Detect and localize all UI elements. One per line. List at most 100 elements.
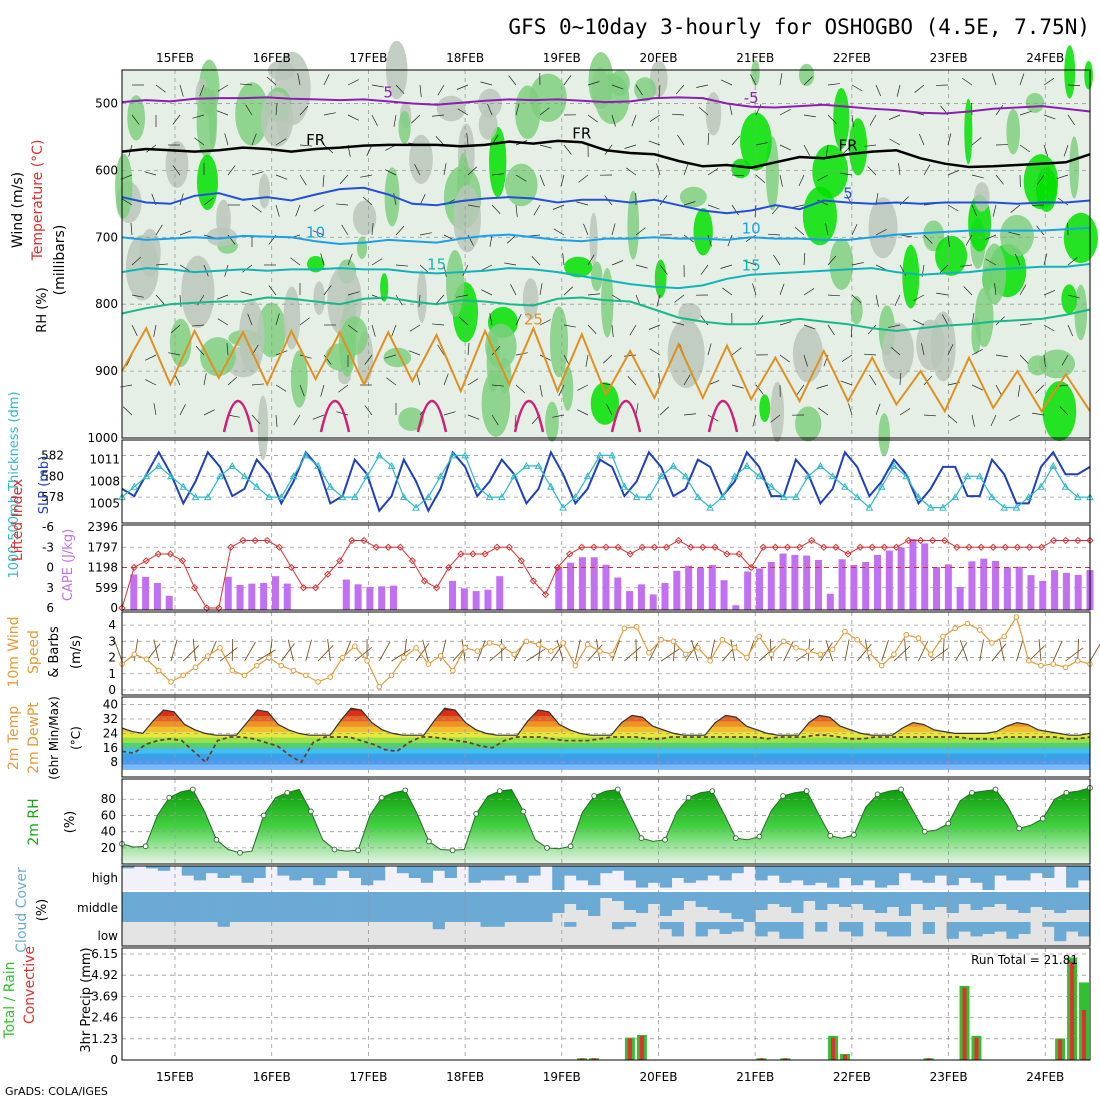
rh-point	[426, 838, 432, 845]
cloud-cell	[492, 866, 505, 881]
lifted-index-point	[420, 577, 429, 585]
wind-barb	[242, 264, 253, 273]
wind-barb-10m	[526, 648, 546, 662]
wind-speed-point	[805, 648, 811, 654]
wind-barb	[275, 204, 280, 217]
wind-speed-point	[597, 648, 603, 654]
rh-shade	[974, 287, 994, 347]
rh-shade	[357, 236, 368, 259]
wind-barb-10m	[930, 647, 949, 662]
precip-convective-bar	[639, 1035, 644, 1060]
wind-speed-point	[327, 674, 334, 680]
cloud-cell	[193, 892, 206, 922]
lifted-index-point	[759, 543, 767, 551]
cloud-cell	[540, 892, 553, 922]
rh-point	[213, 836, 220, 843]
wind-speed-point	[609, 651, 615, 658]
temp-frame	[121, 696, 1091, 778]
cloud-cell	[504, 892, 517, 922]
lifted-index-point	[154, 550, 162, 558]
thickness-point	[730, 472, 739, 480]
wind-barb	[755, 103, 762, 116]
wind-barb	[539, 384, 543, 397]
temp-band	[122, 708, 1090, 711]
lifted-index-point	[880, 543, 888, 551]
wind-barb	[672, 113, 685, 116]
wind-barb	[990, 414, 997, 427]
cape-bar	[732, 605, 740, 610]
cloud-cell	[623, 892, 637, 910]
cloud-cell	[635, 892, 649, 913]
lifted-index-point	[1050, 536, 1058, 545]
wind-barb	[1067, 114, 1076, 126]
wind-barb	[194, 137, 205, 146]
rh-shade	[795, 406, 822, 442]
rh-shade	[589, 212, 598, 265]
wind-barb	[947, 169, 960, 176]
wind-barb-10m	[730, 639, 736, 662]
thickness-point	[694, 493, 702, 501]
wind-barb	[752, 414, 757, 427]
wind-barb	[297, 73, 301, 86]
thickness-point	[853, 493, 862, 501]
wind-barb	[491, 173, 504, 176]
rh-shade	[590, 261, 603, 292]
wind-barb	[818, 407, 829, 416]
rh-shade	[974, 181, 990, 212]
wind-barb	[416, 373, 421, 386]
cloud-cell	[958, 866, 971, 878]
wind-speed-point	[425, 661, 432, 667]
wind-barb	[145, 354, 157, 361]
wind-speed-point	[1074, 658, 1081, 664]
wind-barb	[481, 264, 493, 271]
cloud-cell	[982, 892, 995, 907]
wind-barb	[467, 414, 480, 420]
wind-barb-10m	[660, 648, 680, 662]
wind-barb	[457, 108, 469, 116]
precip-convective-bar	[592, 1058, 597, 1060]
wind-barb	[179, 230, 192, 236]
cloud-cell	[480, 866, 493, 881]
wind-barb	[504, 262, 517, 266]
cloud-cell	[408, 866, 422, 878]
rh-point	[1063, 789, 1070, 796]
temp-label-unit: (°C)	[69, 726, 83, 750]
cloud-cell	[695, 866, 708, 881]
wind-barb	[851, 294, 862, 304]
footer-credit: GrADS: COLA/IGES	[5, 1085, 108, 1098]
cloud-cell	[707, 892, 720, 910]
cloud-cell	[444, 866, 457, 878]
wind-barb	[947, 133, 952, 146]
cloud-cell	[839, 922, 852, 932]
wind-barb	[683, 413, 696, 416]
date-label-top: 20FEB	[640, 51, 678, 65]
precip-convective-bar	[627, 1038, 632, 1060]
wind-barb	[683, 201, 696, 206]
wind-barb	[798, 174, 805, 187]
wind-barb	[172, 165, 181, 176]
cape-bar	[472, 591, 480, 610]
wind-speed-point	[731, 645, 738, 651]
wind-barb	[825, 144, 829, 157]
wind-barb	[611, 324, 614, 337]
cloud-cell	[528, 892, 541, 922]
cape-bar	[791, 554, 799, 610]
lifted-index-point	[892, 543, 901, 551]
cloud-cell	[743, 892, 756, 922]
rh-point	[709, 788, 716, 794]
lifted-index-point	[457, 550, 465, 558]
wind-barb	[936, 292, 949, 296]
wind-speed-point	[131, 651, 138, 658]
cloud-cell	[157, 866, 171, 871]
wind-speed-point	[854, 636, 860, 643]
wind-barb	[683, 374, 691, 386]
lifted-index-point	[989, 543, 997, 551]
wind-speed-point	[180, 672, 187, 679]
wind-barb	[552, 204, 565, 210]
temp-tick: 32	[103, 712, 118, 726]
wind-barb	[921, 343, 925, 356]
upper-air-panel: 500 600 700 800 900 1000 5 -5 FR FR FR 5 10 10 15 15 25 W…	[10, 40, 1098, 461]
thickness-point	[902, 472, 911, 480]
cape-bar	[1062, 572, 1070, 610]
wind-barb	[481, 289, 493, 296]
